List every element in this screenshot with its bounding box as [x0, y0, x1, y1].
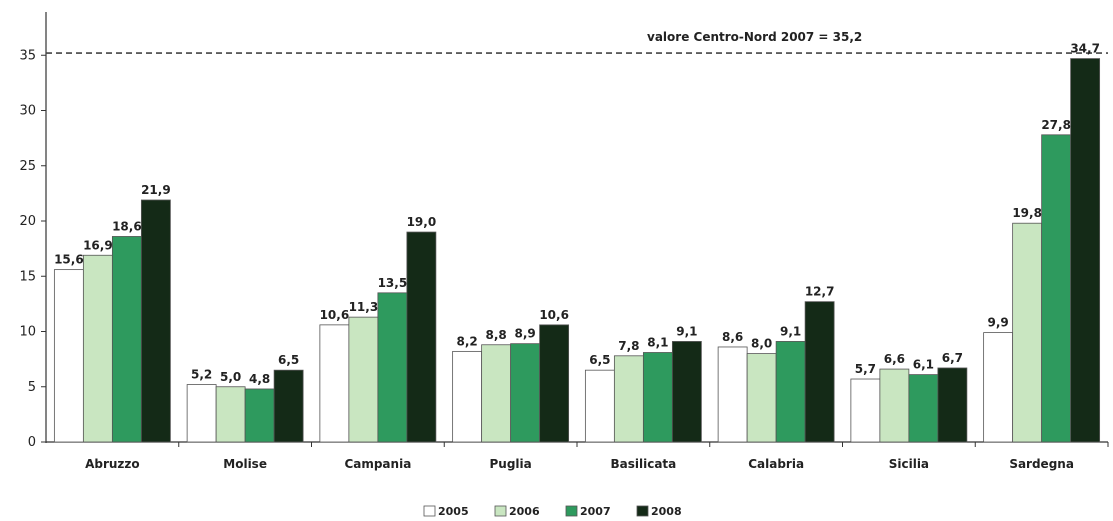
bar-2008: [1070, 58, 1101, 443]
data-label: 19,0: [407, 215, 437, 229]
bar-2007: [510, 343, 541, 443]
legend-swatch-2007: [565, 505, 578, 517]
data-label: 5,0: [220, 370, 241, 384]
bar-2008: [804, 301, 835, 443]
legend-swatch-2006: [494, 505, 507, 517]
bar-2007: [1041, 134, 1072, 443]
data-label: 7,8: [618, 339, 639, 353]
bar-2008: [539, 324, 570, 443]
y-tick-label: 30: [19, 104, 36, 119]
y-tick-label: 0: [28, 435, 36, 450]
data-label: 9,9: [987, 316, 1008, 330]
data-label: 5,2: [191, 368, 212, 382]
axes: 0 5 10 15 20 25 30 35 Abruzzo Molise Campania Pugli…: [19, 12, 1109, 471]
data-label: 9,1: [676, 324, 697, 338]
bar-2005: [584, 369, 615, 443]
legend-label: 2007: [580, 505, 611, 518]
data-label: 9,1: [780, 324, 801, 338]
bar-2005: [53, 269, 84, 443]
bar-2008: [140, 199, 171, 443]
bar-2005: [983, 332, 1014, 443]
data-labels: 15,616,918,621,95,2 5,0 4,86,510,611,313,5…: [54, 42, 1100, 386]
category-label: Abruzzo: [85, 457, 140, 471]
legend-swatch-2005: [423, 505, 436, 517]
y-tick-label: 10: [19, 325, 36, 340]
category-label: Sicilia: [889, 457, 929, 471]
data-label: 8,6: [722, 330, 743, 344]
data-label: 10,6: [539, 308, 569, 322]
bars: [53, 58, 1101, 443]
y-tick-label: 25: [19, 159, 36, 174]
legend-label: 2006: [509, 505, 540, 518]
category-label: Molise: [223, 457, 267, 471]
data-label: 19,8: [1012, 206, 1042, 220]
bar-2005: [452, 350, 483, 443]
data-label: 27,8: [1041, 118, 1071, 132]
bar-2006: [879, 368, 910, 443]
data-label: 10,6: [320, 308, 350, 322]
data-label: 8,8: [485, 328, 506, 342]
data-label: 15,6: [54, 253, 84, 267]
category-label: Puglia: [489, 457, 531, 471]
data-label: 8,2: [456, 334, 477, 348]
bar-2005: [717, 346, 748, 443]
reference-line-label: valore Centro-Nord 2007 = 35,2: [647, 30, 862, 44]
y-tick-label: 20: [19, 214, 36, 229]
category-label: Campania: [344, 457, 411, 471]
bar-2007: [111, 236, 142, 443]
bar-2005: [319, 324, 350, 443]
bar-2007: [377, 292, 408, 443]
y-tick-label: 5: [28, 380, 36, 395]
legend-label: 2008: [651, 505, 682, 518]
data-label: 11,3: [349, 300, 379, 314]
data-label: 12,7: [805, 285, 835, 299]
data-label: 6,5: [589, 353, 610, 367]
bar-2006: [481, 344, 512, 443]
legend: 2005 2006 2007 2008: [423, 505, 682, 518]
bar-2005: [850, 378, 881, 443]
bar-2007: [642, 352, 673, 443]
legend-label: 2005: [438, 505, 469, 518]
data-label: 6,6: [884, 352, 905, 366]
data-label: 6,1: [913, 358, 934, 372]
data-label: 4,8: [249, 372, 270, 386]
data-label: 8,9: [514, 327, 535, 341]
data-label: 21,9: [141, 183, 171, 197]
bar-2008: [273, 369, 304, 443]
bar-2005: [186, 384, 217, 443]
category-label: Basilicata: [610, 457, 676, 471]
bar-2007: [775, 341, 806, 443]
bar-2008: [937, 367, 968, 443]
bar-2007: [908, 374, 939, 443]
bar-2006: [348, 316, 379, 443]
category-label: Calabria: [748, 457, 804, 471]
bar-2008: [671, 341, 702, 443]
bar-2006: [746, 353, 777, 443]
data-label: 13,5: [378, 276, 408, 290]
data-label: 34,7: [1070, 42, 1100, 56]
y-tick-label: 15: [19, 269, 36, 284]
bar-2006: [613, 355, 644, 443]
data-label: 6,7: [942, 351, 963, 365]
data-label: 5,7: [855, 362, 876, 376]
y-tick-label: 35: [19, 48, 36, 63]
data-label: 16,9: [83, 238, 113, 252]
bar-2007: [244, 388, 275, 443]
data-label: 8,0: [751, 337, 772, 351]
category-label: Sardegna: [1009, 457, 1074, 471]
data-label: 8,1: [647, 335, 668, 349]
legend-swatch-2008: [636, 505, 649, 517]
data-label: 18,6: [112, 219, 142, 233]
bar-2006: [82, 254, 113, 443]
bar-2006: [1012, 222, 1043, 443]
bar-2006: [215, 386, 246, 443]
bar-2008: [406, 231, 437, 443]
data-label: 6,5: [278, 353, 299, 367]
